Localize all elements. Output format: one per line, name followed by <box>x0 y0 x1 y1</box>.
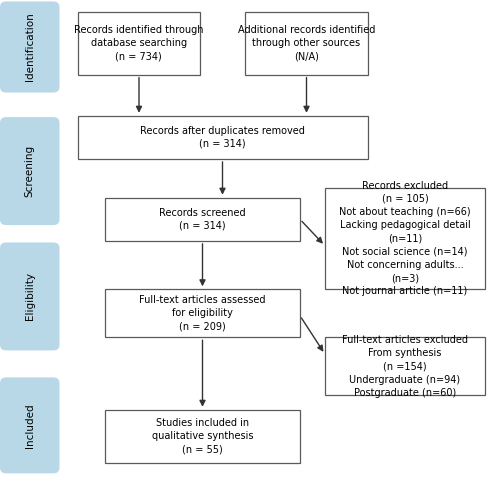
FancyBboxPatch shape <box>0 377 60 473</box>
FancyBboxPatch shape <box>325 337 485 395</box>
Text: Full-text articles assessed
for eligibility
(n = 209): Full-text articles assessed for eligibil… <box>139 295 266 332</box>
FancyBboxPatch shape <box>105 289 300 337</box>
FancyBboxPatch shape <box>0 1 60 93</box>
FancyBboxPatch shape <box>78 12 200 75</box>
FancyBboxPatch shape <box>105 198 300 241</box>
Text: Identification: Identification <box>25 13 35 81</box>
Text: Screening: Screening <box>25 145 35 197</box>
FancyBboxPatch shape <box>325 188 485 289</box>
FancyBboxPatch shape <box>0 242 60 350</box>
Text: Full-text articles excluded
From synthesis
(n =154)
Undergraduate (n=94)
Postgra: Full-text articles excluded From synthes… <box>342 335 468 398</box>
Text: Studies included in
qualitative synthesis
(n = 55): Studies included in qualitative synthesi… <box>152 418 254 455</box>
FancyBboxPatch shape <box>105 410 300 463</box>
Text: Records excluded
(n = 105)
Not about teaching (n=66)
Lacking pedagogical detail
: Records excluded (n = 105) Not about tea… <box>339 181 471 296</box>
Text: Records screened
(n = 314): Records screened (n = 314) <box>159 208 246 231</box>
Text: Records identified through
database searching
(n = 734): Records identified through database sear… <box>74 25 204 62</box>
FancyBboxPatch shape <box>0 117 60 225</box>
FancyBboxPatch shape <box>78 116 368 159</box>
FancyBboxPatch shape <box>245 12 368 75</box>
Text: Included: Included <box>25 403 35 448</box>
Text: Additional records identified
through other sources
(N/A): Additional records identified through ot… <box>238 25 375 62</box>
Text: Records after duplicates removed
(n = 314): Records after duplicates removed (n = 31… <box>140 126 305 149</box>
Text: Eligibility: Eligibility <box>25 272 35 321</box>
